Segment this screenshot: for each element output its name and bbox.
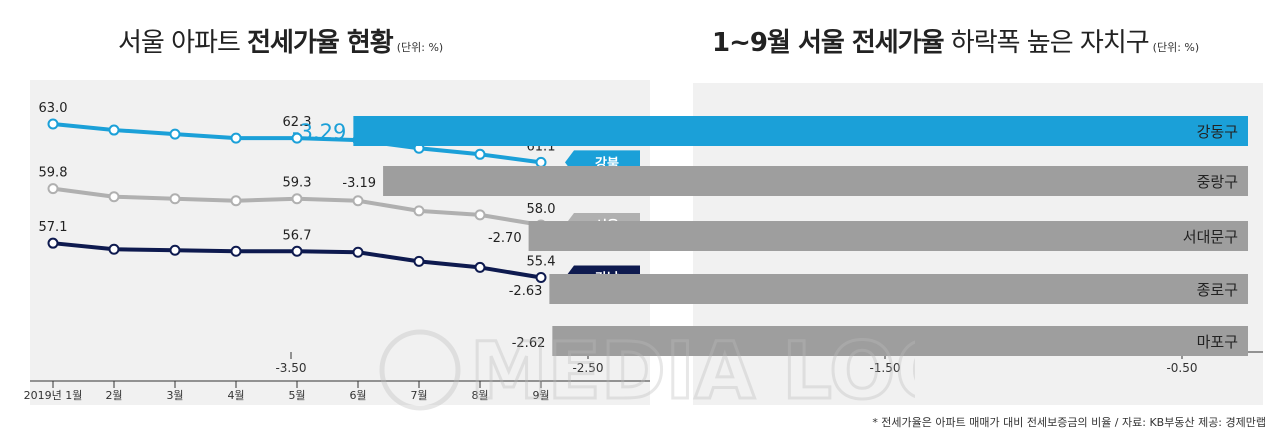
bar <box>549 274 1248 304</box>
bar-category-label: 중랑구 <box>1197 173 1238 191</box>
data-point <box>352 195 364 207</box>
data-point <box>169 128 181 140</box>
data-point <box>230 132 242 144</box>
bar <box>528 221 1248 251</box>
data-label: 59.3 <box>283 176 312 191</box>
x-tick-label: 5월 <box>288 389 305 402</box>
bar <box>383 166 1248 196</box>
data-label: 59.8 <box>39 166 68 181</box>
data-point <box>474 209 486 221</box>
data-point <box>169 244 181 256</box>
data-point <box>230 245 242 257</box>
data-point <box>169 193 181 205</box>
data-label: 62.3 <box>283 115 312 130</box>
data-label: 58.0 <box>527 202 556 217</box>
data-label: 55.4 <box>527 255 556 270</box>
right-title-normal: 하락폭 높은 자치구 <box>943 28 1150 58</box>
watermark-logo: MEDIA LOOK <box>379 326 915 419</box>
data-point <box>474 261 486 273</box>
right-title-unit: (단위: %) <box>1152 41 1200 54</box>
right-title-bold: 1~9월 서울 전세가율 <box>712 28 945 58</box>
bar-value-label: -2.63 <box>509 284 543 299</box>
data-label: 57.1 <box>39 220 68 235</box>
data-point <box>47 183 59 195</box>
data-point <box>291 132 303 144</box>
data-point <box>108 243 120 255</box>
x-tick-label: 2월 <box>105 389 122 402</box>
x-tick-label: 6월 <box>349 389 366 402</box>
data-point <box>47 237 59 249</box>
data-point <box>47 118 59 130</box>
x-tick-label: -0.50 <box>1166 361 1197 375</box>
x-tick-label: -1.50 <box>869 361 900 375</box>
bar-category-label: 강동구 <box>1197 123 1238 141</box>
left-title-unit: (단위: %) <box>396 41 444 54</box>
bar <box>353 116 1248 146</box>
x-tick-label: 3월 <box>166 389 183 402</box>
data-point <box>474 148 486 160</box>
data-point <box>108 191 120 203</box>
data-point <box>535 272 547 284</box>
x-tick-label: 7월 <box>410 389 427 402</box>
left-chart-title: 서울 아파트 전세가율 현황 (단위: %) <box>118 22 443 59</box>
x-tick-label: -3.50 <box>275 361 306 375</box>
footnote: * 전세가율은 아파트 매매가 대비 전세보증금의 비율 / 자료: KB부동산… <box>872 416 1266 429</box>
bar-category-label: 종로구 <box>1197 281 1238 299</box>
data-point <box>291 193 303 205</box>
x-tick-label: 2019년 1월 <box>24 389 83 402</box>
bar-value-label: -3.29 <box>292 120 346 144</box>
bar-value-label: -2.70 <box>488 231 522 246</box>
data-label: 63.0 <box>39 101 68 116</box>
bar-category-label: 마포구 <box>1197 333 1238 351</box>
bar-value-label: -3.19 <box>342 176 376 191</box>
x-tick-label: -2.50 <box>572 361 603 375</box>
left-title-bold: 전세가율 현황 <box>247 28 394 58</box>
data-point <box>413 255 425 267</box>
data-point <box>291 245 303 257</box>
bar-category-label: 서대문구 <box>1183 228 1238 246</box>
data-point <box>352 246 364 258</box>
bar <box>552 326 1248 356</box>
x-tick-label: 8월 <box>471 389 488 402</box>
left-title-normal: 서울 아파트 <box>118 28 248 58</box>
right-chart-title: 1~9월 서울 전세가율 하락폭 높은 자치구 (단위: %) <box>712 22 1199 59</box>
x-tick-label: 4월 <box>227 389 244 402</box>
watermark-text: MEDIA LOOK <box>470 327 915 417</box>
data-label: 56.7 <box>283 228 312 243</box>
x-tick-label: 9월 <box>532 389 549 402</box>
data-point <box>108 124 120 136</box>
data-point <box>230 195 242 207</box>
bar-value-label: -2.62 <box>512 336 546 351</box>
data-point <box>413 205 425 217</box>
